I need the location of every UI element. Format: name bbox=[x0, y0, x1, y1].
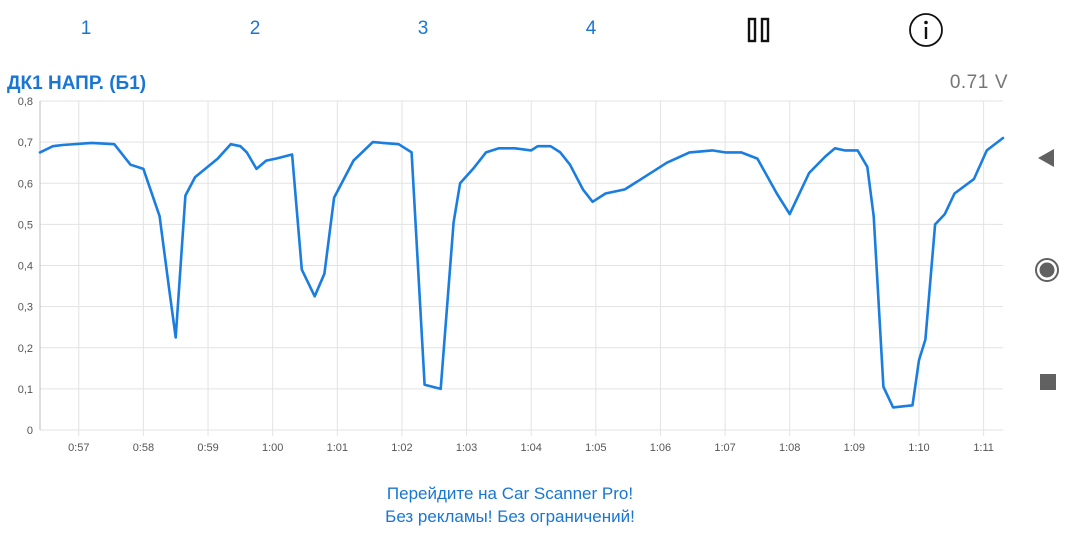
x-tick-label: 1:05 bbox=[585, 442, 606, 454]
tab-2[interactable]: 2 bbox=[249, 18, 261, 39]
x-tick-label: 0:58 bbox=[133, 442, 154, 454]
x-tick-label: 1:02 bbox=[391, 442, 412, 454]
y-tick-label: 0,8 bbox=[18, 96, 33, 108]
y-tick-label: 0,4 bbox=[18, 261, 33, 273]
tab-3[interactable]: 3 bbox=[417, 18, 429, 39]
x-tick-label: 1:04 bbox=[520, 442, 541, 454]
x-tick-label: 0:57 bbox=[68, 442, 89, 454]
x-tick-label: 1:10 bbox=[908, 442, 929, 454]
x-tick-label: 1:11 bbox=[973, 442, 994, 454]
line-chart: 0 0,1 0,2 0,3 0,4 0,5 0,6 0,7 0,8 0:57 0:58 0:59 1:0… bbox=[18, 96, 1005, 454]
pause-icon[interactable] bbox=[747, 16, 771, 44]
chart-axes: 0 0,1 0,2 0,3 0,4 0,5 0,6 0,7 0,8 0:57 0:58 0:59 1:0… bbox=[18, 96, 994, 454]
y-tick-label: 0,2 bbox=[18, 343, 33, 355]
x-tick-label: 1:07 bbox=[714, 442, 735, 454]
y-tick-label: 0 bbox=[27, 425, 33, 437]
x-tick-label: 1:01 bbox=[327, 442, 348, 454]
current-value-unit: V bbox=[994, 72, 1008, 93]
back-triangle-icon[interactable] bbox=[1036, 148, 1056, 168]
chart-series bbox=[38, 136, 1005, 409]
current-value-number: 0.71 bbox=[949, 72, 989, 93]
home-circle-icon[interactable] bbox=[1034, 257, 1060, 283]
x-tick-label: 1:06 bbox=[650, 442, 671, 454]
y-tick-label: 0,3 bbox=[18, 302, 33, 314]
recents-square-icon[interactable] bbox=[1039, 373, 1057, 391]
sensor-current-value: 0.71 V bbox=[950, 72, 1008, 94]
x-tick-label: 1:03 bbox=[456, 442, 477, 454]
promo-link-line1[interactable]: Перейдите на Car Scanner Pro! bbox=[386, 484, 634, 503]
x-tick-label: 0:59 bbox=[197, 442, 218, 454]
info-icon[interactable] bbox=[908, 12, 944, 48]
y-tick-label: 0,5 bbox=[18, 219, 33, 231]
series-line bbox=[38, 136, 1005, 409]
tab-1[interactable]: 1 bbox=[80, 18, 92, 39]
sensor-title: ДК1 НАПР. (Б1) bbox=[7, 73, 147, 94]
x-tick-label: 1:00 bbox=[262, 442, 283, 454]
y-tick-label: 0,1 bbox=[18, 384, 33, 396]
y-tick-label: 0,7 bbox=[18, 137, 33, 149]
x-tick-label: 1:08 bbox=[779, 442, 800, 454]
tab-4[interactable]: 4 bbox=[585, 18, 597, 39]
y-tick-label: 0,6 bbox=[18, 178, 33, 190]
chart-grid bbox=[40, 100, 1003, 436]
promo-link-line2[interactable]: Без рекламы! Без ограничений! bbox=[385, 507, 635, 526]
x-tick-label: 1:09 bbox=[844, 442, 865, 454]
